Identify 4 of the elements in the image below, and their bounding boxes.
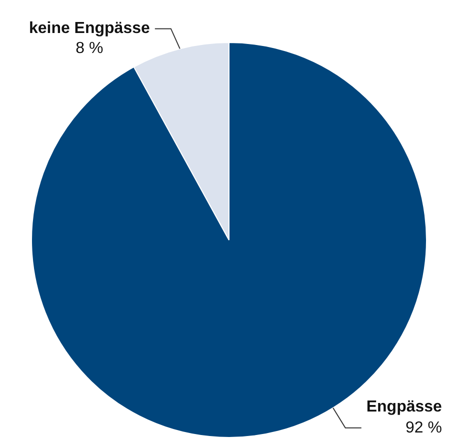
slice-label: keine Engpässe (28, 20, 150, 38)
data-label: 92 % (405, 419, 442, 436)
data-label: 8 % (76, 40, 104, 58)
slice-label: Engpässe (366, 398, 442, 416)
